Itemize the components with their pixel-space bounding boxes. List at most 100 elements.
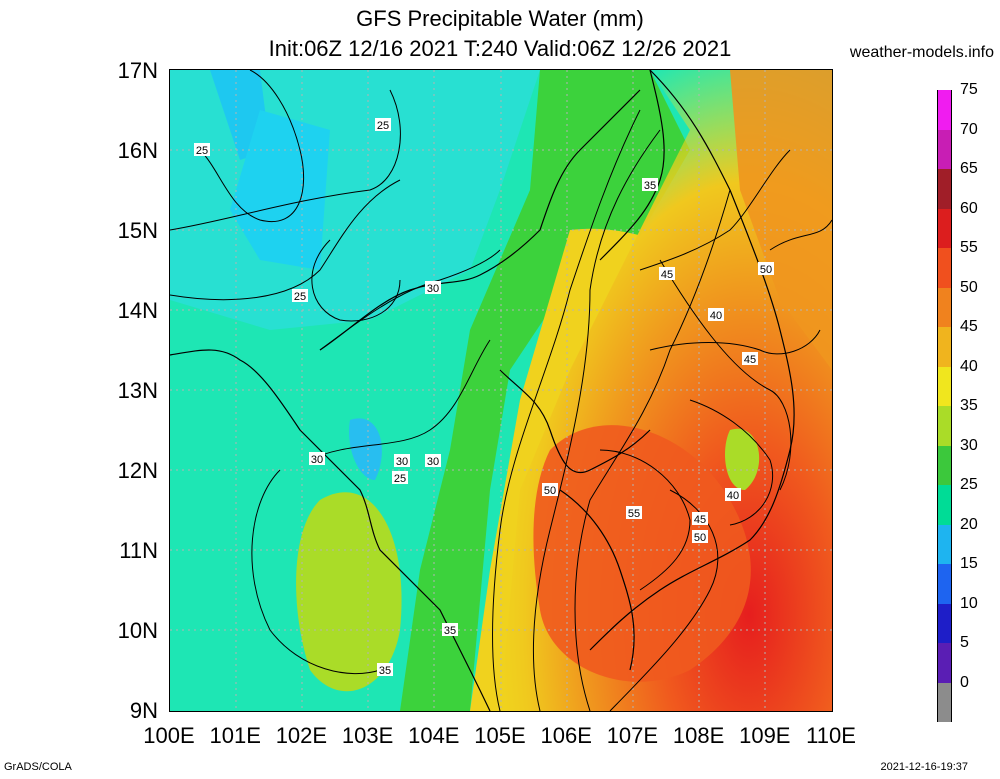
contour-label-group: 25 25 25 30 30 30 30 35 35 45 40 45 50 40 50 55 45 50 25 35 [194, 118, 774, 677]
field-green-spot [725, 428, 760, 490]
contour-label: 45 [659, 267, 675, 281]
longitude-label: 106E [540, 723, 592, 748]
map-svg: 25 25 25 30 30 30 30 35 35 45 40 45 50 40 50 55 45 50 25 35 [170, 70, 832, 711]
chart-subtitle: Init:06Z 12/16 2021 T:240 Valid:06Z 12/2… [268, 36, 732, 61]
svg-text:35: 35 [444, 625, 456, 637]
longitude-label: 102E [275, 723, 328, 748]
contour-label: 50 [542, 483, 558, 497]
contour-label: 30 [425, 454, 441, 468]
contour-label: 25 [375, 118, 391, 132]
svg-text:45: 45 [694, 514, 706, 526]
latitude-label: 15N [117, 218, 158, 243]
longitude-label: 103E [341, 723, 394, 748]
longitude-label: 108E [672, 723, 725, 748]
contour-label: 25 [292, 289, 308, 303]
latitude-label: 11N [119, 538, 158, 563]
field-lime-south [296, 492, 402, 692]
coastline [170, 70, 795, 711]
chart-title: GFS Precipitable Water (mm) [356, 6, 644, 31]
colorbar-label: 70 [960, 120, 978, 138]
latitude-label: 10N [117, 618, 158, 643]
contour-label: 25 [392, 471, 408, 485]
colorbar-label: 20 [960, 515, 978, 533]
footer-software: GrADS/COLA [4, 761, 72, 773]
latitude-label: 9N [129, 698, 158, 723]
colorbar-label: 5 [960, 634, 969, 651]
svg-text:25: 25 [394, 473, 406, 485]
contour-label: 45 [742, 352, 758, 366]
contour-label: 30 [309, 452, 325, 466]
colorbar-label: 35 [960, 397, 978, 414]
latitude-label: 14N [117, 298, 158, 323]
colorbar-segment [937, 564, 952, 604]
colorbar-segment [937, 406, 952, 446]
colorbar-segment [937, 485, 952, 525]
svg-text:30: 30 [427, 283, 439, 295]
colorbar-label: 45 [960, 318, 978, 335]
contour-label: 40 [708, 308, 724, 322]
colorbar-label: 10 [960, 594, 978, 612]
colorbar-segment [937, 248, 952, 288]
colorbar-segment [937, 208, 952, 248]
colorbar-label: 60 [960, 199, 978, 217]
svg-text:40: 40 [727, 490, 739, 502]
latitude-label: 13N [117, 378, 158, 403]
colorbar-segment [937, 682, 952, 722]
colorbar-segment [937, 524, 952, 564]
colorbar-segment [937, 129, 952, 169]
field-blue-spot [349, 418, 382, 480]
longitude-label: 101E [209, 723, 261, 748]
contour-label: 50 [692, 530, 708, 544]
colorbar-segment [937, 287, 952, 327]
svg-text:35: 35 [644, 180, 656, 192]
colorbar-segment [937, 327, 952, 367]
contour-label: 35 [442, 623, 458, 637]
longitude-label: 104E [408, 723, 460, 748]
colorbar-segment [937, 445, 952, 485]
colorbar-label: 15 [960, 555, 978, 572]
colorbar-segment [937, 643, 952, 683]
contour-label: 50 [758, 262, 774, 276]
longitude-label: 107E [606, 723, 659, 748]
svg-text:30: 30 [427, 456, 439, 468]
colorbar-segment [937, 90, 952, 130]
contour-label: 30 [394, 454, 410, 468]
latitude-label: 17N [117, 58, 158, 83]
colorbar-label: 0 [960, 673, 969, 691]
contour-label: 35 [377, 663, 393, 677]
svg-text:30: 30 [396, 456, 408, 468]
svg-text:50: 50 [544, 485, 556, 497]
site-credit: weather-models.info [849, 44, 994, 61]
footer-timestamp: 2021-12-16-19:37 [880, 761, 968, 773]
svg-text:55: 55 [628, 508, 640, 520]
contour-label: 55 [626, 506, 642, 520]
svg-text:45: 45 [744, 354, 756, 366]
longitude-label: 109E [739, 723, 791, 748]
svg-text:30: 30 [311, 454, 323, 466]
contour-label: 25 [194, 143, 210, 157]
colorbar-label: 40 [960, 357, 978, 375]
svg-text:50: 50 [694, 532, 706, 544]
svg-text:50: 50 [760, 264, 772, 276]
longitude-label: 105E [474, 723, 526, 748]
colorbar-label: 65 [960, 160, 978, 177]
svg-text:40: 40 [710, 310, 722, 322]
svg-text:25: 25 [196, 145, 208, 157]
svg-text:35: 35 [379, 665, 391, 677]
svg-text:25: 25 [294, 291, 306, 303]
colorbar-label: 75 [960, 81, 978, 98]
colorbar-label: 55 [960, 239, 978, 256]
map-panel: 25 25 25 30 30 30 30 35 35 45 40 45 50 40 50 55 45 50 25 35 [169, 69, 833, 712]
colorbar-segment [937, 603, 952, 643]
longitude-label: 100E [143, 723, 195, 748]
colorbar-segment [937, 366, 952, 406]
colorbar-label: 25 [960, 476, 978, 493]
field-red-core [533, 425, 751, 682]
contour-label: 35 [642, 178, 658, 192]
contour-label: 40 [725, 488, 741, 502]
graticule [170, 70, 832, 711]
field-orange-ne [730, 70, 832, 370]
field-green-band [400, 70, 690, 711]
contour-label: 45 [692, 512, 708, 526]
svg-text:25: 25 [377, 120, 389, 132]
